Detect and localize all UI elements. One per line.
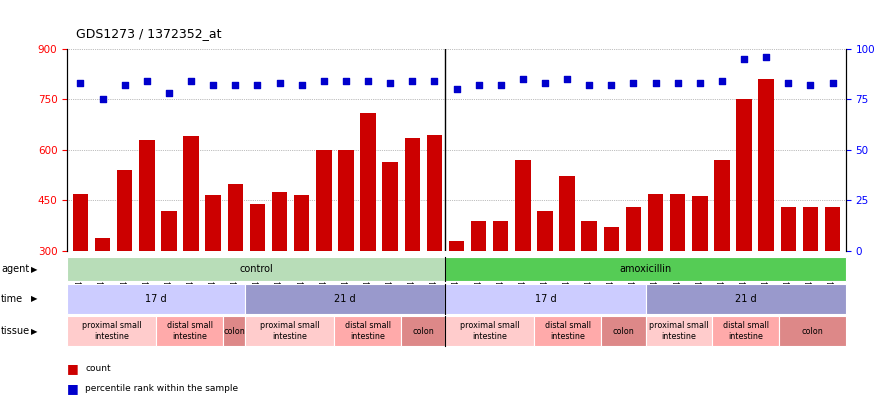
Text: distal small
intestine: distal small intestine	[345, 322, 391, 341]
Bar	[184, 136, 199, 352]
Point	[450, 86, 464, 92]
Text: ■: ■	[67, 362, 79, 375]
Point	[759, 53, 773, 60]
Bar	[780, 207, 796, 251]
Point	[162, 90, 177, 96]
Point	[184, 78, 198, 84]
Point	[383, 80, 397, 86]
Bar	[714, 160, 729, 251]
Bar	[73, 194, 88, 352]
Bar	[316, 150, 332, 352]
Text: 21 d: 21 d	[334, 294, 356, 304]
Point	[803, 82, 817, 88]
Text: ■: ■	[67, 382, 79, 395]
Bar	[692, 196, 708, 251]
Point	[140, 78, 154, 84]
Bar	[271, 192, 288, 352]
Text: ▶: ▶	[30, 326, 38, 336]
Bar	[95, 238, 110, 352]
Bar	[426, 134, 442, 352]
Bar	[493, 221, 509, 251]
Text: control: control	[239, 264, 273, 274]
Text: 17 d: 17 d	[145, 294, 167, 304]
Bar	[471, 221, 487, 251]
Text: 21 d: 21 d	[735, 294, 756, 304]
Text: amoxicillin: amoxicillin	[619, 264, 672, 274]
Bar	[250, 204, 265, 352]
Point	[825, 80, 840, 86]
Point	[693, 80, 707, 86]
Bar	[559, 176, 575, 251]
Point	[626, 80, 641, 86]
Bar	[139, 140, 155, 352]
Text: percentile rank within the sample: percentile rank within the sample	[85, 384, 238, 393]
Text: proximal small
intestine: proximal small intestine	[461, 322, 520, 341]
Point	[560, 76, 574, 82]
Text: time: time	[1, 294, 23, 304]
Point	[516, 76, 530, 82]
Bar	[538, 211, 553, 251]
Text: tissue: tissue	[1, 326, 30, 336]
Bar	[360, 113, 375, 352]
Point	[494, 82, 508, 88]
Bar	[294, 196, 309, 352]
Bar	[205, 196, 221, 352]
Text: ▶: ▶	[30, 265, 38, 274]
Text: colon: colon	[613, 326, 634, 336]
Bar	[117, 170, 133, 352]
Text: distal small
intestine: distal small intestine	[545, 322, 590, 341]
Point	[471, 82, 486, 88]
Bar	[582, 221, 597, 251]
Point	[117, 82, 132, 88]
Point	[361, 78, 375, 84]
Point	[206, 82, 220, 88]
Point	[96, 96, 109, 102]
Bar	[670, 194, 685, 251]
Text: distal small
intestine: distal small intestine	[723, 322, 769, 341]
Point	[427, 78, 442, 84]
Text: colon: colon	[223, 326, 245, 336]
Bar	[383, 162, 398, 352]
Text: ▶: ▶	[30, 294, 38, 303]
Point	[715, 78, 729, 84]
Bar	[648, 194, 663, 251]
Text: colon: colon	[802, 326, 823, 336]
Bar	[515, 160, 530, 251]
Point	[604, 82, 618, 88]
Text: proximal small
intestine: proximal small intestine	[82, 322, 142, 341]
Bar	[604, 227, 619, 251]
Point	[339, 78, 353, 84]
Bar	[228, 183, 243, 352]
Bar	[803, 207, 818, 251]
Bar	[737, 99, 752, 251]
Point	[73, 80, 88, 86]
Bar	[161, 211, 177, 352]
Point	[405, 78, 419, 84]
Point	[737, 55, 751, 62]
Bar	[449, 241, 464, 251]
Point	[250, 82, 264, 88]
Point	[316, 78, 331, 84]
Text: distal small
intestine: distal small intestine	[167, 322, 212, 341]
Text: GDS1273 / 1372352_at: GDS1273 / 1372352_at	[76, 28, 221, 40]
Text: count: count	[85, 364, 111, 373]
Point	[295, 82, 309, 88]
Bar	[338, 150, 354, 352]
Point	[228, 82, 243, 88]
Point	[538, 80, 552, 86]
Text: proximal small
intestine: proximal small intestine	[650, 322, 709, 341]
Point	[781, 80, 796, 86]
Text: 17 d: 17 d	[535, 294, 556, 304]
Text: agent: agent	[1, 264, 30, 274]
Point	[670, 80, 685, 86]
Bar	[825, 207, 840, 251]
Bar	[404, 138, 420, 352]
Bar	[758, 79, 774, 251]
Text: colon: colon	[412, 326, 434, 336]
Point	[272, 80, 287, 86]
Point	[582, 82, 597, 88]
Text: proximal small
intestine: proximal small intestine	[260, 322, 319, 341]
Bar	[625, 207, 642, 251]
Point	[649, 80, 663, 86]
